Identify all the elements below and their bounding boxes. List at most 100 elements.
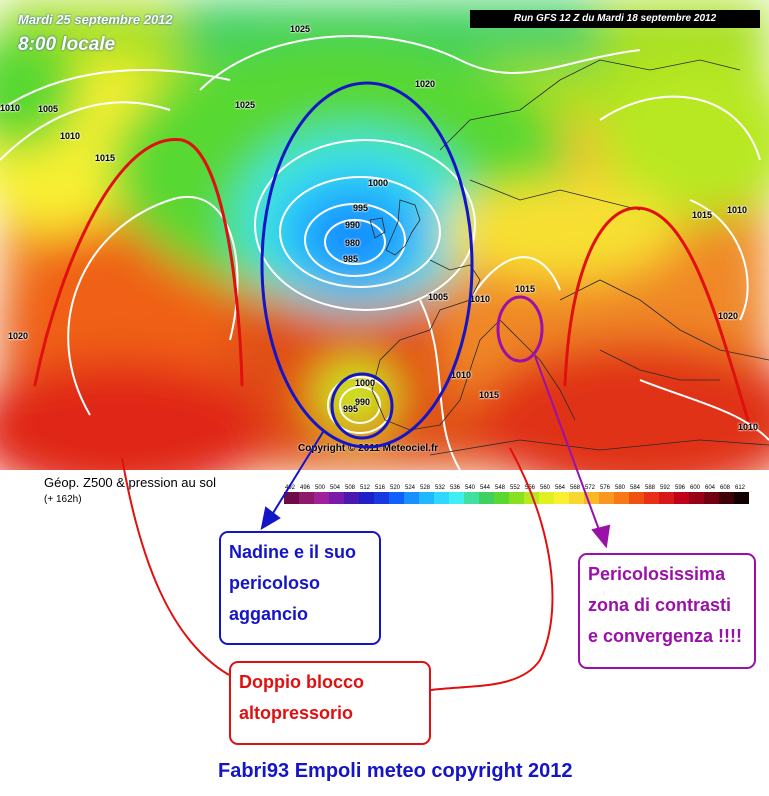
scale-tick-label: 580 xyxy=(615,485,626,491)
scale-swatch xyxy=(509,492,524,504)
forecast-date: Mardi 25 septembre 2012 xyxy=(18,12,173,27)
annotation-convergence: Pericolosissima zona di contrasti e conv… xyxy=(578,553,756,669)
color-scale: 492 496 500 504 508 512 516 520 524 528 532 536 540 5… xyxy=(284,485,749,504)
isobar-label: 1005 xyxy=(38,104,59,114)
isobar-label: 1000 xyxy=(368,178,389,188)
scale-tick-label: 560 xyxy=(540,485,551,491)
scale-swatch xyxy=(389,492,404,504)
isobar-label: 1025 xyxy=(290,24,311,34)
scale-tick-label: 592 xyxy=(660,485,671,491)
scale-swatch xyxy=(689,492,704,504)
isobar-label: 1015 xyxy=(515,284,536,294)
isobar-label: 1010 xyxy=(470,294,491,304)
annotation-line: zona di contrasti xyxy=(588,595,732,615)
scale-swatch xyxy=(359,492,374,504)
scale-swatch xyxy=(734,492,749,504)
scale-tick-label: 492 xyxy=(285,485,296,491)
annotation-line: pericoloso xyxy=(229,573,321,593)
scale-tick-label: 608 xyxy=(720,485,731,491)
scale-swatch xyxy=(674,492,689,504)
scale-tick-label: 604 xyxy=(705,485,716,491)
scale-swatch xyxy=(569,492,584,504)
scale-swatch xyxy=(539,492,554,504)
model-run-label: Run GFS 12 Z du Mardi 18 septembre 2012 xyxy=(470,10,760,28)
isobar-label: 990 xyxy=(345,220,361,230)
scale-tick-label: 596 xyxy=(675,485,686,491)
isobar-label: 1015 xyxy=(95,153,116,163)
scale-tick-label: 588 xyxy=(645,485,656,491)
scale-tick-label: 508 xyxy=(345,485,356,491)
isobar-label: 1010 xyxy=(738,422,759,432)
scale-swatch xyxy=(314,492,329,504)
scale-tick-label: 536 xyxy=(450,485,461,491)
scale-tick-label: 552 xyxy=(510,485,521,491)
annotation-line: altopressorio xyxy=(239,703,354,723)
scale-swatch xyxy=(299,492,314,504)
scale-swatch xyxy=(719,492,734,504)
scale-swatch xyxy=(524,492,539,504)
scale-tick-label: 572 xyxy=(585,485,596,491)
legend-title: Géop. Z500 & pression au sol xyxy=(44,475,216,490)
scale-tick-label: 544 xyxy=(480,485,491,491)
forecast-time: 8:00 locale xyxy=(18,34,116,55)
scale-swatch xyxy=(494,492,509,504)
isobar-label: 980 xyxy=(345,238,361,248)
scale-tick-label: 576 xyxy=(600,485,611,491)
scale-swatch xyxy=(554,492,569,504)
scale-tick-label: 520 xyxy=(390,485,401,491)
scale-swatch xyxy=(584,492,599,504)
scale-swatch xyxy=(629,492,644,504)
isobar-label: 1010 xyxy=(727,205,748,215)
convergence-arrow-head xyxy=(591,524,611,549)
scale-swatch xyxy=(284,492,299,504)
scale-swatch xyxy=(344,492,359,504)
scale-tick-label: 528 xyxy=(420,485,431,491)
annotation-blocking: Doppio blocco altopressorio xyxy=(229,661,431,745)
scale-swatch xyxy=(704,492,719,504)
isobar-label: 985 xyxy=(343,254,359,264)
scale-tick-label: 540 xyxy=(465,485,476,491)
scale-tick-label: 612 xyxy=(735,485,746,491)
author-credit: Fabri93 Empoli meteo copyright 2012 xyxy=(218,760,573,782)
scale-swatch xyxy=(434,492,449,504)
scale-tick-label: 500 xyxy=(315,485,326,491)
scale-tick-label: 600 xyxy=(690,485,701,491)
isobar-label: 1010 xyxy=(451,370,472,380)
isobar-label: 1000 xyxy=(355,378,376,388)
isobar-label: 1025 xyxy=(235,100,256,110)
scale-swatch xyxy=(329,492,344,504)
annotation-line: aggancio xyxy=(229,604,309,624)
scale-swatch xyxy=(479,492,494,504)
scale-swatch xyxy=(419,492,434,504)
isobar-label: 1015 xyxy=(479,390,500,400)
scale-swatch xyxy=(644,492,659,504)
isobar-label: 1020 xyxy=(8,331,29,341)
annotation-line: e convergenza !!!! xyxy=(588,626,743,646)
scale-swatch xyxy=(374,492,389,504)
map-legend: Géop. Z500 & pression au sol (+ 162h) 49… xyxy=(0,470,769,510)
isobar-label: 1010 xyxy=(60,131,81,141)
annotation-nadine: Nadine e il suo pericoloso aggancio xyxy=(219,531,381,645)
geopotential-field xyxy=(0,0,769,470)
scale-swatch xyxy=(614,492,629,504)
scale-tick-label: 568 xyxy=(570,485,581,491)
annotation-line: Doppio blocco xyxy=(239,672,364,692)
meteociel-copyright: Copyright © 2011 Meteociel.fr xyxy=(298,443,439,454)
isobar-label: 1005 xyxy=(428,292,449,302)
weather-map: Mardi 25 septembre 2012 8:00 locale Run … xyxy=(0,0,769,470)
isobar-label: 1020 xyxy=(718,311,739,321)
scale-tick-label: 524 xyxy=(405,485,416,491)
scale-tick-label: 532 xyxy=(435,485,446,491)
scale-tick-label: 512 xyxy=(360,485,371,491)
scale-tick-label: 584 xyxy=(630,485,641,491)
scale-swatch xyxy=(599,492,614,504)
annotation-line: Nadine e il suo xyxy=(229,542,357,562)
scale-tick-label: 504 xyxy=(330,485,341,491)
annotation-line: Pericolosissima xyxy=(588,564,726,584)
scale-tick-label: 556 xyxy=(525,485,536,491)
scale-swatch xyxy=(464,492,479,504)
legend-subtitle: (+ 162h) xyxy=(44,494,82,505)
scale-swatch xyxy=(449,492,464,504)
isobar-label: 1020 xyxy=(415,79,436,89)
scale-tick-label: 564 xyxy=(555,485,566,491)
